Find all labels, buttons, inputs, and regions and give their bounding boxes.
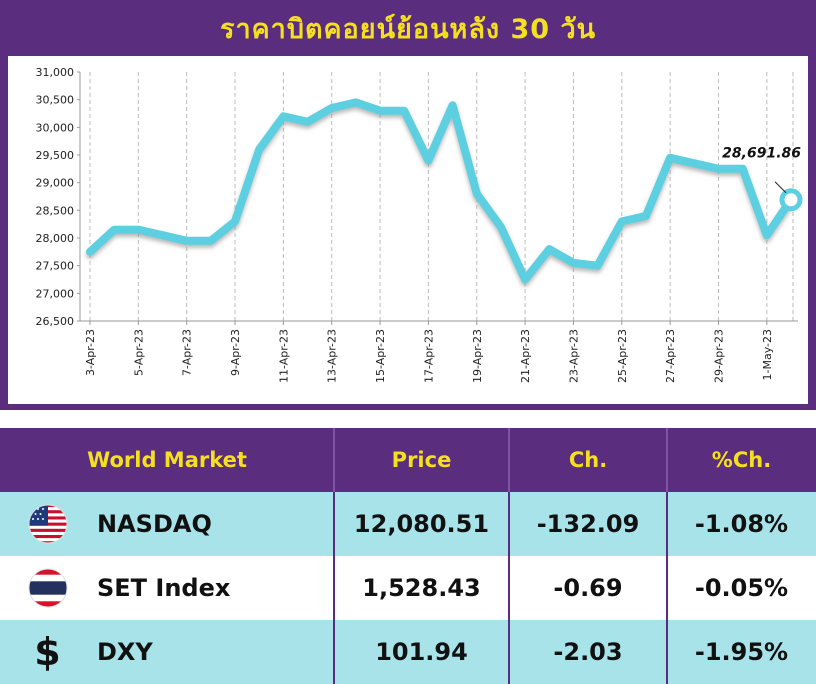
thai-flag-icon — [0, 556, 95, 620]
x-tick-label: 3-Apr-23 — [84, 329, 97, 376]
last-price-label: 28,691.86 — [722, 146, 801, 162]
market-name: NASDAQ — [97, 510, 212, 538]
market-percent-change: -1.95% — [694, 638, 789, 666]
chart-title: ราคาบิตคอยน์ย้อนหลัง 30 วัน — [219, 13, 597, 45]
market-change: -132.09 — [536, 510, 640, 538]
price-line-chart: 26,500 27,000 27,500 28,000 28,500 29,000 29,5… — [36, 66, 803, 383]
x-tick-label: 25-Apr-23 — [616, 329, 629, 383]
x-tick-label: 29-Apr-23 — [712, 329, 725, 383]
x-tick-label: 9-Apr-23 — [229, 329, 242, 376]
market-price: 101.94 — [375, 638, 468, 666]
x-tick-label: 1-May-23 — [761, 329, 774, 380]
header-price: Price — [391, 448, 452, 472]
y-tick-label: 27,000 — [36, 287, 75, 300]
header-change: Ch. — [568, 448, 608, 472]
table-row: $ DXY 101.94 -2.03 -1.95% — [0, 620, 816, 684]
market-name: SET Index — [97, 574, 231, 602]
x-tick-label: 17-Apr-23 — [422, 329, 435, 383]
y-tick-label: 31,000 — [36, 66, 75, 79]
market-change: -2.03 — [553, 638, 623, 666]
y-tick-label: 26,500 — [36, 315, 75, 328]
y-tick-label: 30,500 — [36, 94, 75, 107]
x-tick-label: 7-Apr-23 — [181, 329, 194, 376]
x-tick-label: 11-Apr-23 — [277, 329, 290, 383]
header-percent-change: %Ch. — [711, 448, 772, 472]
y-tick-label: 27,500 — [36, 260, 75, 273]
chart-frame: ราคาบิตคอยน์ย้อนหลัง 30 วัน 26,500 27,000… — [0, 0, 816, 410]
y-tick-label: 29,500 — [36, 149, 75, 162]
market-percent-change: -1.08% — [694, 510, 789, 538]
x-tick-label: 27-Apr-23 — [664, 329, 677, 383]
price-series-line — [86, 98, 795, 284]
x-tick-label: 5-Apr-23 — [132, 329, 145, 376]
x-tick-label: 13-Apr-23 — [326, 329, 339, 383]
market-percent-change: -0.05% — [694, 574, 789, 602]
table-row: SET Index 1,528.43 -0.69 -0.05% — [0, 556, 816, 620]
x-tick-label: 19-Apr-23 — [471, 329, 484, 383]
table-header-row: World Market Price Ch. %Ch. — [0, 428, 816, 492]
x-tick-label: 23-Apr-23 — [567, 329, 580, 383]
market-price: 12,080.51 — [353, 510, 490, 538]
us-flag-icon — [0, 492, 95, 556]
market-change: -0.69 — [553, 574, 623, 602]
market-name: DXY — [97, 638, 153, 666]
table-row: NASDAQ 12,080.51 -132.09 -1.08% — [0, 492, 816, 556]
dollar-icon: $ — [34, 630, 61, 674]
y-tick-label: 28,000 — [36, 232, 75, 245]
chart-title-bar: ราคาบิตคอยน์ย้อนหลัง 30 วัน — [0, 0, 816, 56]
y-tick-label: 28,500 — [36, 204, 75, 217]
plot-area: 26,500 27,000 27,500 28,000 28,500 29,000 29,5… — [8, 56, 808, 404]
y-tick-label: 29,000 — [36, 177, 75, 190]
y-tick-label: 30,000 — [36, 121, 75, 134]
x-tick-label: 15-Apr-23 — [374, 329, 387, 383]
header-world-market: World Market — [87, 448, 247, 472]
world-market-table: World Market Price Ch. %Ch. — [0, 428, 816, 684]
x-tick-label: 21-Apr-23 — [519, 329, 532, 383]
last-price-point — [779, 188, 803, 212]
market-price: 1,528.43 — [362, 574, 481, 602]
